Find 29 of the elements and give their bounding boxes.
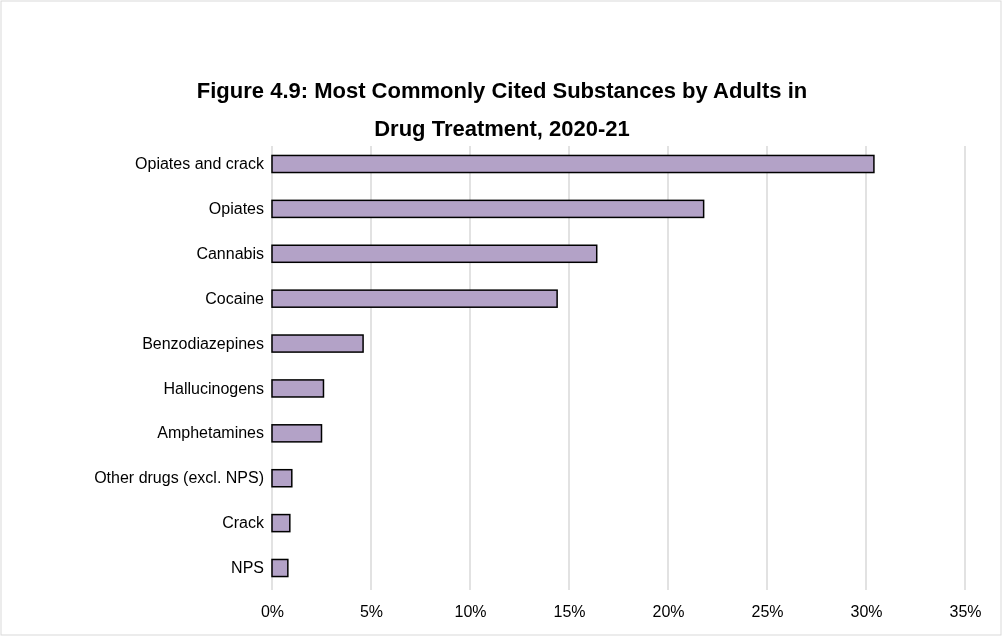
bar [271, 379, 325, 398]
x-tick-label: 35% [949, 603, 982, 621]
y-tick-label: Opiates and crack [135, 155, 265, 173]
y-tick-label: Amphetamines [157, 424, 264, 442]
bar [271, 424, 323, 443]
x-tick-label: 0% [260, 603, 285, 621]
x-tick-label: 5% [359, 603, 384, 621]
y-tick-label: Opiates [208, 200, 264, 218]
y-tick-label: Cannabis [196, 244, 264, 262]
bar [271, 558, 289, 578]
bar [271, 199, 705, 219]
y-tick-label: Cocaine [205, 289, 265, 307]
x-tick-label: 20% [652, 603, 685, 621]
x-tick-label: 15% [553, 603, 586, 621]
y-tick-label: Other drugs (excl. NPS) [94, 469, 264, 487]
x-tick-label: 10% [454, 603, 487, 621]
bar [271, 154, 875, 174]
bar [271, 289, 558, 308]
bar [271, 334, 364, 353]
x-tick-label: 25% [751, 603, 784, 621]
chart-title: Figure 4.9: Most Commonly Cited Substances by Adults in Drug Treatment, 2020-21 [196, 78, 808, 141]
bar [271, 468, 293, 488]
bar [271, 244, 598, 264]
y-tick-label: Hallucinogens [163, 379, 264, 397]
x-tick-label: 30% [850, 603, 883, 621]
y-tick-label: Benzodiazepines [142, 334, 264, 352]
bar [271, 513, 291, 533]
y-tick-label: Crack [222, 514, 265, 532]
y-tick-label: NPS [231, 559, 264, 577]
